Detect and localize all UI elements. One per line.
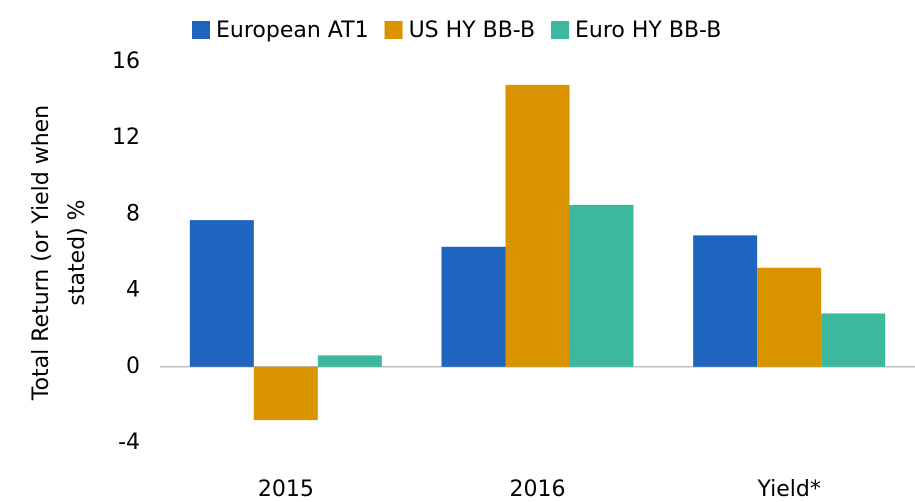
legend-swatch [192, 21, 210, 39]
bar [757, 267, 822, 367]
legend-swatch [551, 21, 570, 39]
bar [821, 313, 886, 367]
legend-label: US HY BB-B [409, 18, 535, 43]
y-tick-label: 8 [126, 201, 140, 226]
y-axis-label-line: Total Return (or Yield when [29, 105, 54, 401]
y-tick-label: 0 [126, 354, 140, 379]
x-tick-label: 2015 [258, 477, 314, 502]
legend-swatch [384, 21, 403, 39]
y-tick-label: 16 [112, 49, 140, 74]
bar [317, 355, 382, 367]
bar [441, 246, 506, 367]
y-tick-label: -4 [118, 430, 140, 455]
bar [693, 235, 758, 367]
legend-label: European AT1 [216, 18, 369, 43]
y-axis-label-line: stated) % [65, 199, 90, 305]
x-tick-label: 2016 [510, 477, 566, 502]
bar [253, 366, 318, 421]
legend-label: Euro HY BB-B [575, 18, 721, 43]
bar [189, 220, 254, 367]
bar [569, 204, 634, 367]
bar [505, 84, 570, 367]
y-axis-label: Total Return (or Yield when stated) % [29, 105, 90, 401]
y-tick-label: 12 [112, 125, 140, 150]
x-tick-label: Yield* [756, 477, 820, 502]
y-tick-label: 4 [126, 278, 140, 303]
